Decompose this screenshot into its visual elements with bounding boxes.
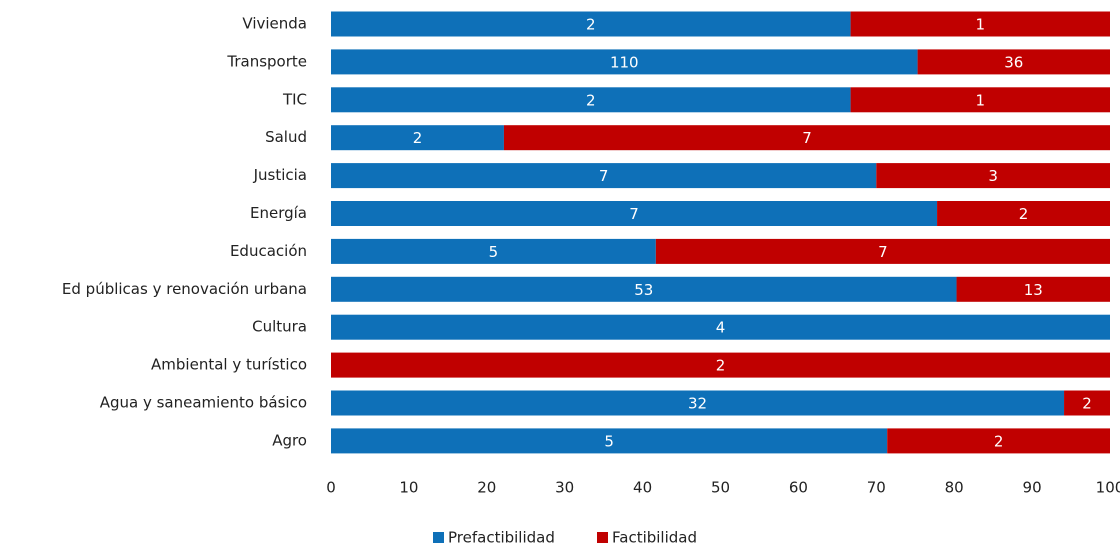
data-label: 7 — [599, 167, 609, 185]
y-tick-label: Educación — [230, 242, 307, 260]
bar-segment — [503, 125, 1110, 151]
data-label: 13 — [1024, 281, 1043, 299]
bar-segment — [331, 49, 918, 75]
bar-segment — [331, 125, 504, 151]
data-label: 4 — [716, 319, 726, 337]
data-label: 3 — [988, 167, 998, 185]
bar-segment — [331, 276, 957, 302]
data-label: 2 — [586, 16, 596, 34]
x-tick-label: 0 — [326, 479, 336, 497]
x-tick-label: 100 — [1096, 479, 1120, 497]
y-tick-label: Cultura — [252, 318, 307, 336]
y-tick-label: Transporte — [226, 52, 307, 70]
bar-segment — [331, 352, 1110, 378]
bar-segment — [331, 87, 851, 113]
x-tick-label: 50 — [711, 479, 730, 497]
y-tick-label: Vivienda — [242, 15, 307, 33]
y-tick-label: Agro — [272, 431, 307, 449]
data-label: 1 — [976, 16, 986, 34]
legend-swatch — [433, 532, 444, 543]
data-label: 2 — [413, 129, 423, 147]
bar-segment — [331, 238, 656, 264]
data-label: 2 — [1082, 395, 1092, 413]
bar-segment — [850, 11, 1110, 37]
data-label: 7 — [629, 205, 639, 223]
y-tick-label: Energía — [250, 204, 307, 222]
bar-segment — [331, 201, 938, 226]
bar-segment — [850, 87, 1110, 113]
y-tick-label: TIC — [282, 90, 307, 108]
x-tick-label: 80 — [945, 479, 964, 497]
bar-segment — [331, 11, 851, 37]
legend-swatch — [597, 532, 608, 543]
x-tick-label: 70 — [867, 479, 886, 497]
data-label: 7 — [878, 243, 888, 261]
bar-segment — [331, 163, 877, 189]
bar-segment — [956, 276, 1110, 302]
data-label: 7 — [802, 129, 812, 147]
data-label: 110 — [610, 53, 639, 71]
y-tick-label: Agua y saneamiento básico — [100, 394, 307, 412]
x-tick-label: 90 — [1023, 479, 1042, 497]
x-tick-label: 60 — [789, 479, 808, 497]
data-label: 53 — [634, 281, 653, 299]
bar-segment — [917, 49, 1110, 75]
y-tick-label: Ed públicas y renovación urbana — [62, 280, 307, 298]
data-label: 1 — [976, 91, 986, 109]
y-tick-label: Justicia — [253, 166, 307, 184]
bar-segment — [887, 428, 1110, 454]
bar-segment — [876, 163, 1110, 189]
y-tick-label: Ambiental y turístico — [151, 356, 307, 374]
data-label: 2 — [716, 357, 726, 375]
bar-segment — [331, 428, 888, 454]
data-label: 2 — [1019, 205, 1029, 223]
data-label: 5 — [489, 243, 499, 261]
data-label: 32 — [688, 395, 707, 413]
x-tick-label: 20 — [477, 479, 496, 497]
legend-label: Factibilidad — [612, 529, 697, 547]
x-tick-label: 30 — [555, 479, 574, 497]
bar-segment — [331, 314, 1110, 340]
bar-segment — [937, 201, 1110, 226]
bar-segment — [331, 390, 1065, 416]
x-tick-label: 10 — [399, 479, 418, 497]
data-label: 5 — [604, 432, 614, 450]
data-label: 2 — [994, 432, 1004, 450]
data-label: 36 — [1004, 53, 1023, 71]
bar-segment — [655, 238, 1110, 264]
y-tick-label: Salud — [265, 128, 307, 146]
legend-label: Prefactibilidad — [448, 529, 555, 547]
bar-segment — [1064, 390, 1110, 416]
x-tick-label: 40 — [633, 479, 652, 497]
data-label: 2 — [586, 91, 596, 109]
